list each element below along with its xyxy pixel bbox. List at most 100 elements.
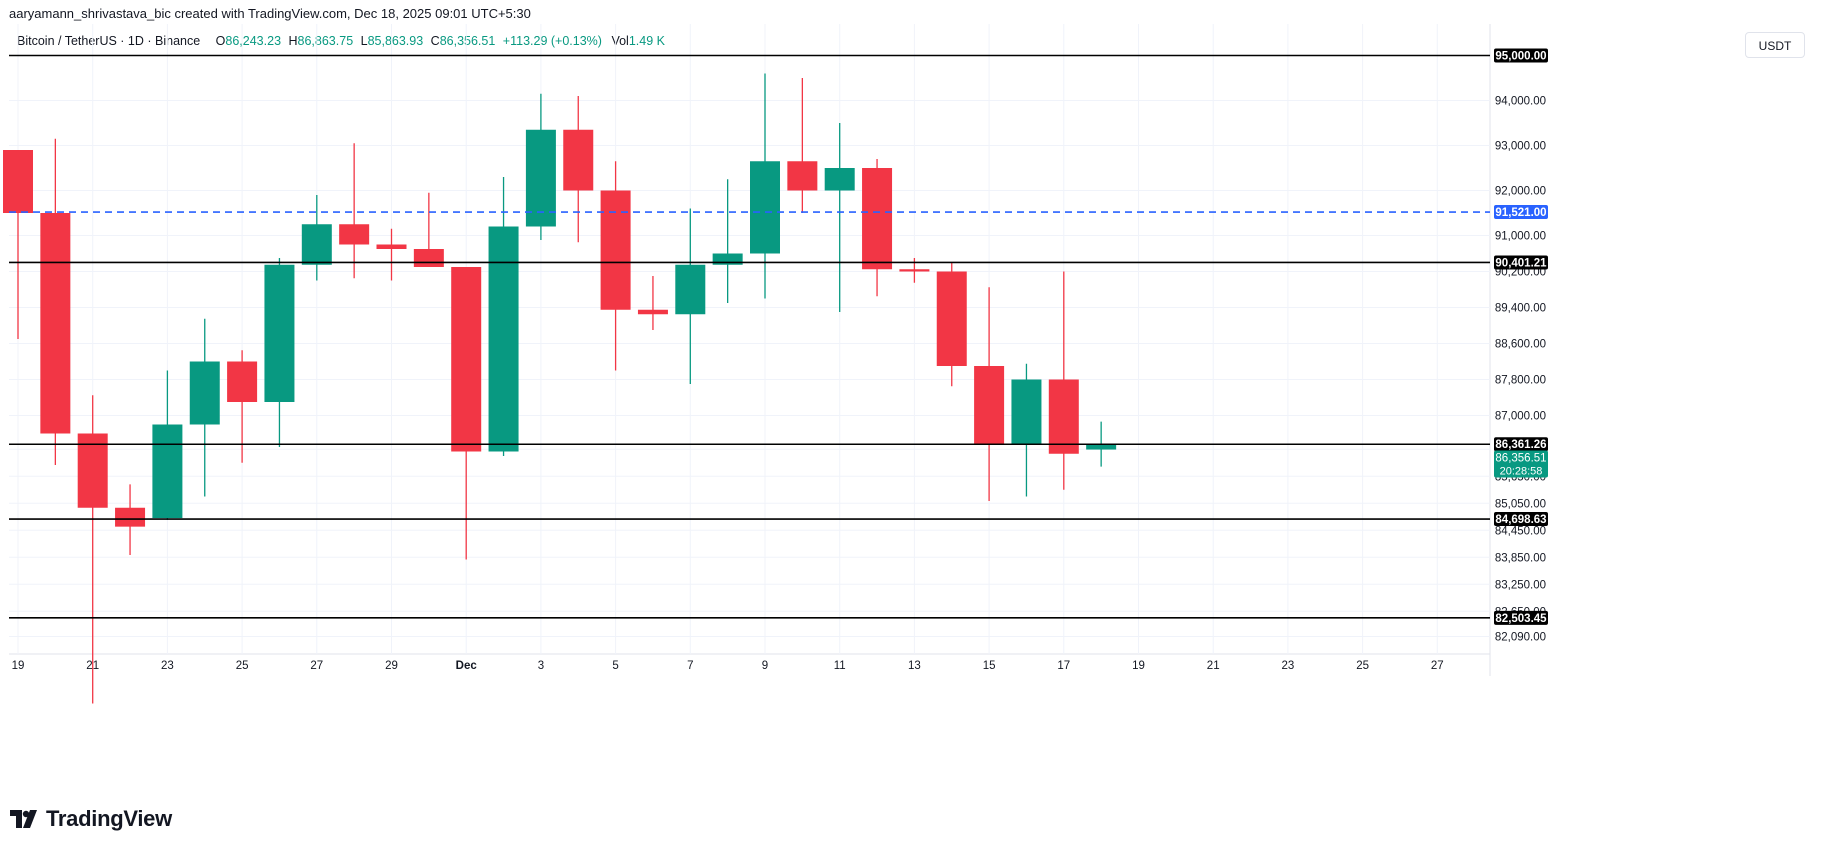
candle <box>712 179 743 303</box>
level-label-box <box>1494 205 1548 220</box>
y-tick-label: 91,000.00 <box>1495 231 1546 243</box>
candle-body <box>227 361 258 402</box>
candle <box>525 93 556 240</box>
x-tick-label: 23 <box>161 660 174 672</box>
level-label-text: 90,401.21 <box>1495 257 1547 269</box>
candle-body <box>376 244 407 249</box>
x-tick-label: 19 <box>12 660 25 672</box>
high-value: 86,863.75 <box>297 34 354 48</box>
candle-body <box>1048 379 1079 454</box>
candle-body <box>787 161 818 191</box>
level-label-text: 84,698.63 <box>1495 514 1546 526</box>
candle <box>301 195 332 281</box>
y-tick-label: 87,000.00 <box>1495 411 1546 423</box>
open-value: 86,243.23 <box>225 34 282 48</box>
candle-body <box>750 161 780 254</box>
candle-body <box>824 168 855 191</box>
low-value: 85,863.93 <box>367 34 424 48</box>
candle <box>862 159 893 297</box>
x-tick-label: 19 <box>1132 660 1145 672</box>
currency-selector[interactable]: USDT <box>1745 32 1805 58</box>
candle-body <box>189 361 220 425</box>
candle <box>1011 363 1042 497</box>
x-tick-label: 27 <box>310 660 323 672</box>
candle <box>936 262 967 387</box>
level-price-label: 86,361.26 <box>1494 437 1548 452</box>
candle-body <box>488 226 519 452</box>
level-price-label: 90,401.21 <box>1494 255 1548 270</box>
x-tick-label: 23 <box>1282 660 1295 672</box>
candlestick-chart[interactable]: 82,090.0082,650.0083,250.0083,850.0084,4… <box>0 0 1825 800</box>
chart-credit: aaryamann_shrivastava_bic created with T… <box>9 6 531 21</box>
y-tick-label: 83,850.00 <box>1495 552 1546 564</box>
level-label-box <box>1494 255 1548 270</box>
high-label: H <box>288 34 298 48</box>
level-label-box <box>1494 437 1548 452</box>
low-label: L <box>360 34 368 48</box>
candle-body <box>339 224 370 245</box>
y-tick-label: 92,000.00 <box>1495 186 1546 198</box>
x-tick-label: Dec <box>456 660 478 672</box>
x-tick-label: 17 <box>1057 660 1070 672</box>
symbol-name[interactable]: Bitcoin / TetherUS · 1D · Binance <box>17 34 201 48</box>
candle <box>264 258 295 447</box>
x-tick-label: 27 <box>1431 660 1444 672</box>
candle-body <box>563 129 594 191</box>
candle <box>675 208 706 384</box>
candle-body <box>600 190 631 310</box>
x-tick-label: 21 <box>86 660 99 672</box>
candle-body <box>115 507 146 527</box>
candle-body <box>451 267 482 452</box>
x-tick-label: 7 <box>687 660 693 672</box>
open-label: O <box>215 34 226 48</box>
candle-body <box>301 224 332 265</box>
x-tick-label: 5 <box>612 660 618 672</box>
candle <box>600 161 631 371</box>
level-label-text: 82,503.45 <box>1495 613 1547 625</box>
x-tick-label: 25 <box>1356 660 1369 672</box>
x-tick-label: 9 <box>762 660 768 672</box>
y-tick-label: 82,090.00 <box>1495 631 1546 643</box>
horizontal-levels <box>9 54 1490 619</box>
price-axis[interactable]: 82,090.0082,650.0083,250.0083,850.0084,4… <box>1495 96 1546 644</box>
level-label-text: 91,521.00 <box>1495 207 1546 219</box>
brand-name: TradingView <box>46 806 172 831</box>
candle-body <box>3 150 33 213</box>
candle-body <box>1086 444 1117 450</box>
candle <box>339 143 370 279</box>
candle <box>376 228 407 281</box>
level-label-box <box>1494 48 1548 63</box>
tradingview-brand[interactable]: TradingView <box>10 806 172 832</box>
change-value: +113.29 (+0.13%) <box>502 34 602 48</box>
last-price-box <box>1494 450 1548 478</box>
candle-body <box>1011 379 1042 445</box>
candle <box>152 370 183 520</box>
candle-series <box>3 73 1117 704</box>
x-tick-label: 11 <box>834 660 846 672</box>
time-axis[interactable]: 19 21 23 25 27 29 Dec 3 5 7 9 11 13 15 17 19 21 23 25 27 <box>12 660 1444 672</box>
level-label-text: 95,000.00 <box>1495 51 1546 63</box>
candle <box>413 192 444 267</box>
candle <box>1048 271 1079 490</box>
candle-countdown: 20:28:58 <box>1500 465 1543 477</box>
level-price-label: 91,521.00 <box>1494 205 1548 220</box>
candle-body <box>413 249 444 267</box>
level-label-text: 86,361.26 <box>1495 439 1546 451</box>
level-label-box <box>1494 512 1548 527</box>
candle <box>3 150 33 339</box>
candle <box>227 350 258 463</box>
candle <box>189 318 220 497</box>
y-tick-label: 84,450.00 <box>1495 525 1546 537</box>
y-tick-label: 89,400.00 <box>1495 303 1546 315</box>
candle <box>563 96 594 243</box>
x-tick-label: 15 <box>983 660 996 672</box>
candle-body <box>936 271 967 366</box>
candle <box>40 138 71 465</box>
y-tick-label: 94,000.00 <box>1495 96 1546 108</box>
candle <box>974 287 1005 501</box>
candle-body <box>152 424 183 519</box>
candle-body <box>264 264 295 402</box>
level-price-label: 84,698.63 <box>1494 512 1548 527</box>
candle-body <box>525 129 556 227</box>
